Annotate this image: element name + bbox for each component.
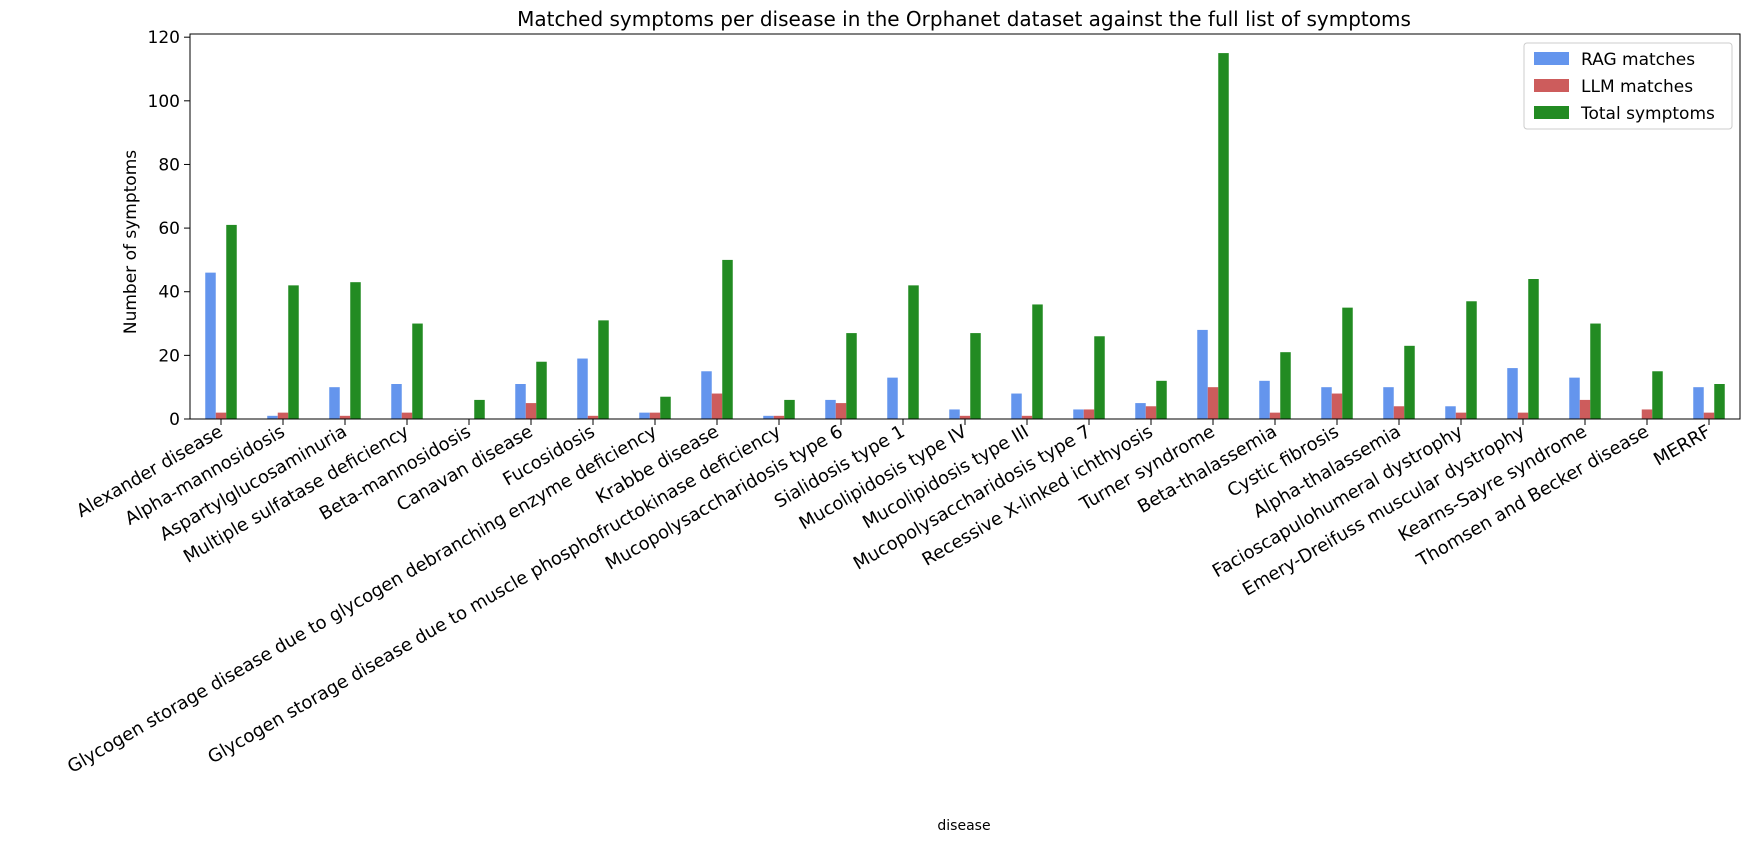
bar bbox=[1269, 412, 1281, 419]
bar bbox=[1393, 406, 1405, 419]
bar bbox=[1083, 409, 1095, 419]
bar bbox=[1135, 403, 1146, 419]
legend-label: LLM matches bbox=[1581, 77, 1693, 97]
x-axis-label: disease bbox=[937, 818, 990, 834]
bar bbox=[1703, 412, 1715, 419]
bar bbox=[1517, 412, 1529, 419]
bar bbox=[970, 333, 981, 419]
bar bbox=[1011, 393, 1022, 419]
bar bbox=[1032, 304, 1043, 419]
y-axis-label: Number of symptoms bbox=[121, 150, 141, 334]
bar bbox=[267, 415, 278, 419]
bar bbox=[1207, 387, 1219, 419]
legend-label: RAG matches bbox=[1581, 50, 1695, 70]
bar bbox=[1321, 387, 1332, 419]
bar bbox=[1073, 409, 1084, 419]
bar bbox=[1145, 406, 1157, 419]
bar bbox=[474, 399, 485, 419]
bar bbox=[1094, 336, 1105, 419]
legend-box bbox=[1523, 42, 1733, 130]
bar bbox=[711, 393, 723, 419]
bar bbox=[1590, 323, 1601, 419]
bar bbox=[339, 415, 351, 419]
bar bbox=[1507, 368, 1518, 419]
y-axis: 0 20 40 60 80 100 120 bbox=[148, 28, 190, 430]
bar bbox=[773, 415, 785, 419]
bar bbox=[649, 412, 661, 419]
bar bbox=[1528, 279, 1539, 419]
plot-area bbox=[189, 33, 1741, 420]
bar bbox=[587, 415, 599, 419]
x-axis: Alexander diseaseAlpha-mannosidosisAspar… bbox=[64, 419, 1715, 778]
bar bbox=[401, 412, 413, 419]
bar bbox=[1342, 307, 1353, 419]
bar bbox=[949, 409, 960, 419]
bar bbox=[525, 403, 537, 419]
legend-swatch bbox=[1534, 79, 1569, 92]
bar bbox=[887, 377, 898, 419]
bar bbox=[329, 387, 340, 419]
bar bbox=[391, 384, 402, 419]
bar bbox=[1693, 387, 1704, 419]
bar bbox=[1197, 329, 1208, 419]
bar bbox=[1021, 415, 1033, 419]
bar bbox=[1455, 412, 1467, 419]
bar bbox=[226, 224, 237, 419]
bar bbox=[1641, 409, 1653, 419]
bar bbox=[722, 259, 733, 419]
bar bbox=[515, 384, 526, 419]
legend-swatch bbox=[1534, 106, 1569, 119]
bar bbox=[1218, 53, 1229, 419]
y-tick-label: 100 bbox=[148, 92, 180, 112]
bar bbox=[1652, 371, 1663, 419]
bar bbox=[1331, 393, 1343, 419]
legend: RAG matches LLM matches Total symptoms bbox=[1523, 42, 1733, 130]
bar bbox=[277, 412, 289, 419]
bar bbox=[1466, 301, 1477, 419]
bar bbox=[784, 399, 795, 419]
bar bbox=[350, 282, 361, 419]
y-tick-label: 120 bbox=[148, 28, 180, 48]
bar bbox=[1569, 377, 1580, 419]
bar bbox=[660, 396, 671, 419]
bar bbox=[1579, 399, 1591, 419]
bar bbox=[701, 371, 712, 419]
bar bbox=[835, 403, 847, 419]
bar bbox=[639, 412, 650, 419]
bar bbox=[205, 272, 216, 419]
bar bbox=[1404, 345, 1415, 419]
bar bbox=[763, 415, 774, 419]
bar bbox=[1259, 380, 1270, 419]
chart-title: Matched symptoms per disease in the Orph… bbox=[517, 7, 1411, 31]
bar bbox=[215, 412, 227, 419]
bar bbox=[1445, 406, 1456, 419]
bar bbox=[536, 361, 547, 419]
bar bbox=[908, 285, 919, 419]
bar bbox=[577, 358, 588, 419]
bar bbox=[1383, 387, 1394, 419]
bar bbox=[1714, 384, 1725, 419]
legend-swatch bbox=[1534, 52, 1569, 65]
y-tick-label: 40 bbox=[158, 283, 180, 303]
y-tick-label: 0 bbox=[169, 410, 180, 430]
bar bbox=[288, 285, 299, 419]
bar bbox=[846, 333, 857, 419]
x-tick-label: MERRF bbox=[1650, 421, 1714, 470]
bar bbox=[959, 415, 971, 419]
bar bbox=[825, 399, 836, 419]
bar bbox=[1156, 380, 1167, 419]
bar bbox=[412, 323, 423, 419]
legend-label: Total symptoms bbox=[1580, 104, 1715, 124]
y-tick-label: 20 bbox=[158, 346, 180, 366]
y-tick-label: 60 bbox=[158, 219, 180, 239]
bar bbox=[1280, 352, 1291, 419]
y-tick-label: 80 bbox=[158, 155, 180, 175]
bar bbox=[598, 320, 609, 419]
